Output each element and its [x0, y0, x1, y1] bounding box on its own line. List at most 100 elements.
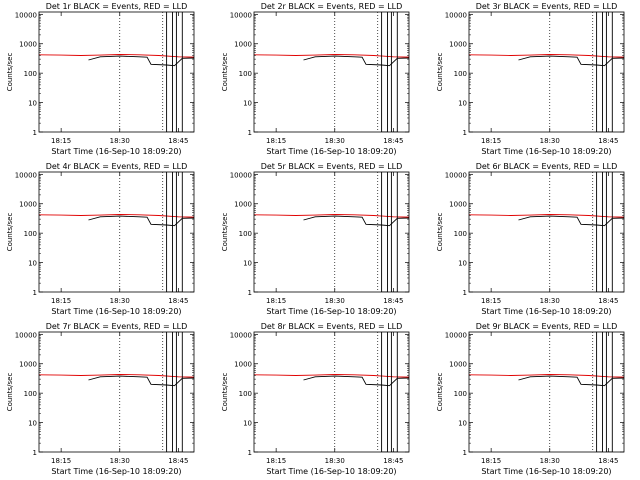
- y-tick-label: 1: [248, 449, 252, 457]
- x-axis-label: Start Time (16-Sep-10 18:09:20): [266, 147, 396, 156]
- lld-series: [39, 374, 194, 378]
- detector-panel: Det 2r BLACK = Events, RED = LLD Counts/s…: [221, 2, 569, 156]
- events-series: [596, 172, 603, 292]
- events-series: [166, 332, 173, 452]
- y-tick-label: 10000: [445, 331, 467, 339]
- y-tick-label: 1000: [449, 201, 467, 209]
- lld-series: [469, 374, 624, 378]
- lld-series: [254, 214, 409, 218]
- x-tick-label: 18:30: [325, 297, 345, 305]
- y-tick-label: 10000: [445, 171, 467, 179]
- plot-area: [254, 172, 409, 292]
- events-series: [303, 215, 409, 227]
- x-tick-label: 18:15: [51, 137, 71, 145]
- x-axis-label: Start Time (16-Sep-10 18:09:20): [51, 307, 181, 316]
- events-series: [596, 12, 603, 132]
- lld-series: [469, 214, 624, 218]
- panel-title: Det 3r BLACK = Events, RED = LLD: [476, 2, 618, 11]
- events-series: [518, 55, 624, 67]
- events-series: [390, 12, 398, 132]
- y-tick-label: 10000: [15, 331, 37, 339]
- y-axis-label: Counts/sec: [6, 213, 14, 252]
- y-tick-label: 1: [463, 129, 467, 137]
- events-series: [166, 172, 173, 292]
- y-tick-label: 1000: [234, 201, 252, 209]
- x-axis-label: Start Time (16-Sep-10 18:09:20): [266, 307, 396, 316]
- y-tick-label: 1000: [19, 361, 37, 369]
- y-tick-label: 10000: [445, 11, 467, 19]
- events-series: [346, 14, 354, 19]
- y-tick-label: 1: [33, 449, 37, 457]
- y-tick-label: 1: [463, 289, 467, 297]
- x-tick-label: 18:30: [325, 457, 345, 465]
- events-series: [88, 55, 194, 67]
- detector-panel: Det 3r BLACK = Events, RED = LLD Counts/s…: [436, 2, 625, 156]
- axes-frame: [38, 171, 195, 293]
- y-tick-label: 100: [454, 70, 467, 78]
- y-tick-label: 1000: [449, 41, 467, 49]
- x-axis-label: Start Time (16-Sep-10 18:09:20): [481, 467, 611, 476]
- x-tick-label: 18:15: [481, 457, 501, 465]
- events-series: [561, 14, 569, 19]
- y-tick-label: 1000: [234, 361, 252, 369]
- plot-area: [254, 12, 569, 132]
- y-axis-label: Counts/sec: [436, 373, 444, 412]
- events-series: [605, 332, 613, 452]
- x-axis-label: Start Time (16-Sep-10 18:09:20): [51, 147, 181, 156]
- x-axis-label: Start Time (16-Sep-10 18:09:20): [51, 467, 181, 476]
- panel-title: Det 9r BLACK = Events, RED = LLD: [476, 322, 618, 331]
- y-tick-label: 10: [458, 420, 467, 428]
- x-tick-label: 18:15: [266, 457, 286, 465]
- x-tick-label: 18:45: [168, 457, 188, 465]
- y-tick-label: 10: [243, 260, 252, 268]
- y-tick-label: 10: [458, 260, 467, 268]
- y-tick-label: 10: [243, 100, 252, 108]
- events-series: [166, 12, 173, 132]
- plot-area: [469, 332, 624, 452]
- x-tick-label: 18:15: [481, 297, 501, 305]
- lld-series: [469, 54, 624, 58]
- x-axis-label: Start Time (16-Sep-10 18:09:20): [481, 147, 611, 156]
- y-tick-label: 1: [33, 289, 37, 297]
- events-series: [596, 332, 603, 452]
- plot-area: [39, 12, 354, 132]
- y-axis-label: Counts/sec: [221, 53, 229, 92]
- events-series: [88, 375, 194, 387]
- x-tick-label: 18:15: [481, 137, 501, 145]
- panel-title: Det 2r BLACK = Events, RED = LLD: [261, 2, 403, 11]
- x-tick-label: 18:45: [383, 297, 403, 305]
- y-tick-label: 10: [28, 260, 37, 268]
- y-tick-label: 10: [243, 420, 252, 428]
- detector-panel: Det 7r BLACK = Events, RED = LLD Counts/s…: [6, 322, 354, 476]
- events-series: [175, 12, 183, 132]
- x-tick-label: 18:30: [540, 297, 560, 305]
- panel-title: Det 5r BLACK = Events, RED = LLD: [261, 162, 403, 171]
- y-tick-label: 100: [239, 390, 252, 398]
- plot-area: [469, 172, 624, 292]
- panel-title: Det 4r BLACK = Events, RED = LLD: [46, 162, 188, 171]
- lld-series: [254, 54, 409, 58]
- x-tick-label: 18:45: [168, 297, 188, 305]
- lld-series: [39, 214, 194, 218]
- axes-frame: [38, 331, 195, 453]
- events-series: [390, 172, 398, 292]
- axes-frame: [253, 171, 410, 293]
- detector-panel: Det 1r BLACK = Events, RED = LLD Counts/s…: [6, 2, 354, 156]
- y-tick-label: 10: [28, 100, 37, 108]
- axes-frame: [38, 11, 195, 133]
- y-tick-label: 1: [33, 129, 37, 137]
- detector-panel: Det 9r BLACK = Events, RED = LLD Counts/s…: [436, 322, 625, 476]
- detector-panel: Det 4r BLACK = Events, RED = LLD Counts/s…: [6, 162, 195, 316]
- y-tick-label: 1000: [449, 361, 467, 369]
- events-series: [346, 334, 354, 339]
- events-series: [518, 375, 624, 387]
- plot-area: [469, 12, 624, 132]
- y-tick-label: 1: [248, 289, 252, 297]
- y-tick-label: 10000: [230, 171, 252, 179]
- events-series: [381, 12, 388, 132]
- events-series: [381, 332, 388, 452]
- events-series: [303, 375, 409, 387]
- y-tick-label: 10000: [230, 331, 252, 339]
- y-axis-label: Counts/sec: [6, 53, 14, 92]
